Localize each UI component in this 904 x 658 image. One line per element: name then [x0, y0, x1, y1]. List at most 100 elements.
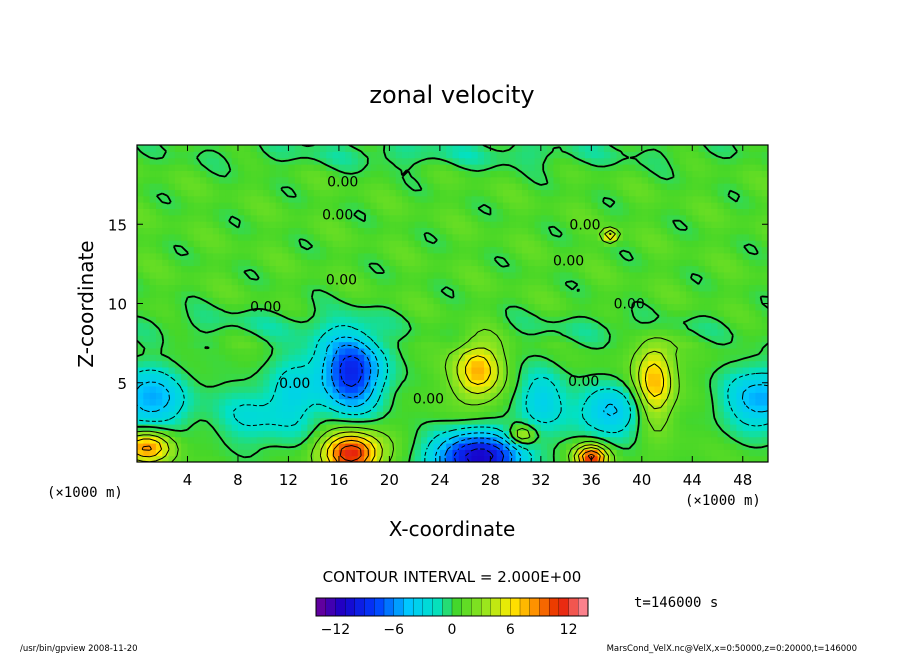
field-cell: [616, 164, 624, 171]
field-cell: [629, 265, 637, 273]
field-cell: [685, 417, 693, 425]
field-cell: [749, 309, 756, 317]
field-cell: [427, 214, 435, 222]
field-cell: [673, 398, 681, 406]
field-cell: [326, 328, 334, 336]
field-cell: [376, 176, 384, 184]
field-cell: [282, 176, 290, 184]
field-cell: [477, 176, 485, 184]
field-cell: [465, 259, 473, 267]
field-cell: [256, 398, 264, 406]
field-cell: [231, 297, 239, 305]
field-cell: [200, 164, 208, 171]
field-cell: [641, 195, 649, 203]
field-cell: [143, 208, 151, 216]
field-cell: [420, 392, 428, 400]
field-cell: [521, 164, 529, 171]
field-cell: [225, 449, 233, 457]
field-cell: [685, 366, 693, 374]
field-cell: [749, 189, 756, 197]
field-cell: [654, 189, 662, 197]
field-cell: [742, 379, 750, 387]
field-cell: [200, 227, 208, 235]
field-cell: [155, 246, 163, 254]
field-cell: [256, 265, 264, 273]
field-cell: [237, 240, 245, 248]
field-cell: [263, 309, 271, 317]
field-cell: [641, 436, 649, 444]
field-cell: [496, 417, 504, 425]
field-cell: [137, 430, 144, 438]
field-cell: [585, 170, 592, 178]
field-cell: [477, 442, 485, 450]
field-cell: [730, 208, 738, 216]
field-cell: [326, 195, 334, 203]
field-cell: [313, 246, 321, 254]
field-cell: [648, 278, 656, 286]
field-cell: [137, 164, 144, 171]
field-cell: [446, 145, 454, 152]
field-cell: [301, 379, 308, 387]
field-cell: [231, 411, 239, 419]
field-cell: [698, 214, 706, 222]
field-cell: [692, 164, 700, 171]
field-cell: [515, 157, 523, 165]
field-cell: [635, 309, 643, 317]
field-cell: [591, 145, 599, 152]
field-cell: [187, 240, 195, 248]
field-cell: [572, 157, 580, 165]
field-cell: [477, 145, 485, 152]
field-cell: [326, 423, 334, 431]
field-cell: [730, 373, 738, 381]
field-cell: [761, 449, 768, 457]
field-cell: [515, 379, 523, 387]
field-cell: [566, 303, 573, 311]
field-cell: [408, 208, 416, 216]
field-cell: [452, 366, 460, 374]
field-cell: [313, 303, 321, 311]
field-cell: [616, 398, 624, 406]
field-cell: [749, 449, 756, 457]
field-cell: [534, 240, 542, 248]
field-cell: [149, 233, 157, 241]
field-cell: [452, 373, 460, 381]
field-cell: [446, 404, 454, 412]
field-cell: [616, 195, 624, 203]
field-cell: [231, 379, 239, 387]
field-cell: [534, 252, 542, 260]
field-cell: [755, 278, 763, 286]
field-cell: [559, 354, 567, 362]
field-cell: [547, 455, 555, 462]
field-cell: [736, 341, 744, 349]
field-cell: [332, 252, 340, 260]
field-cell: [698, 246, 706, 254]
field-cell: [730, 385, 738, 393]
field-cell: [193, 221, 201, 229]
field-cell: [585, 157, 592, 165]
field-cell: [181, 379, 189, 387]
field-cell: [319, 436, 327, 444]
field-cell: [225, 233, 233, 241]
field-cell: [477, 455, 485, 462]
field-cell: [730, 354, 738, 362]
field-cell: [244, 430, 252, 438]
field-cell: [711, 303, 719, 311]
field-cell: [730, 341, 738, 349]
field-cell: [553, 164, 561, 171]
field-cell: [692, 455, 700, 462]
field-cell: [717, 271, 725, 279]
field-cell: [717, 227, 725, 235]
field-cell: [585, 164, 592, 171]
field-cell: [635, 271, 643, 279]
field-cell: [648, 259, 656, 267]
field-cell: [673, 151, 681, 159]
field-cell: [370, 297, 378, 305]
field-cell: [698, 328, 706, 336]
field-cell: [269, 309, 277, 317]
field-cell: [345, 297, 353, 305]
field-cell: [477, 157, 485, 165]
field-cell: [357, 316, 365, 324]
field-cell: [307, 252, 315, 260]
field-cell: [534, 328, 542, 336]
field-cell: [332, 309, 340, 317]
